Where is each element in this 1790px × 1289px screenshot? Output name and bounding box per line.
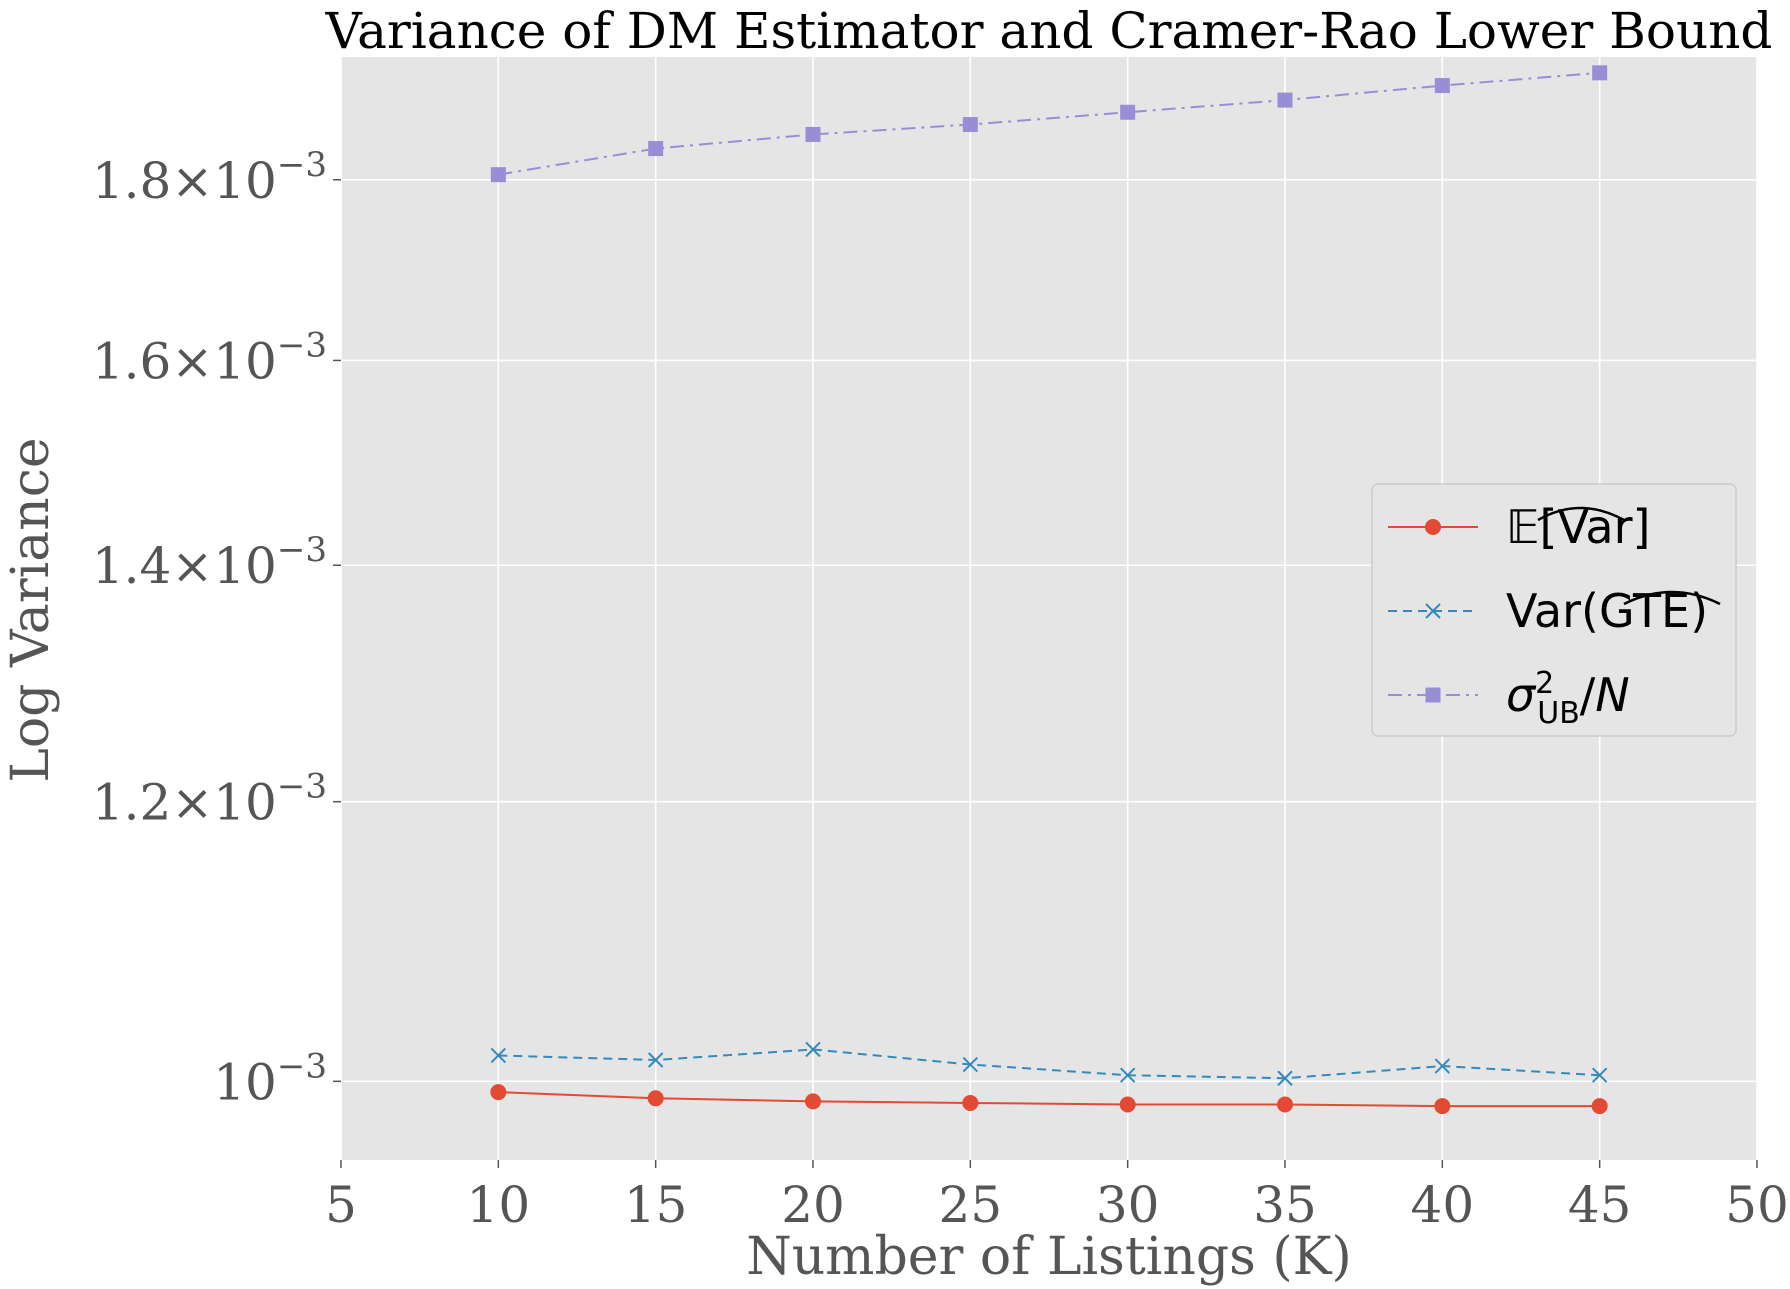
data-point [962, 1094, 979, 1111]
y-tick-label: 1.6×10−3 [92, 325, 327, 390]
x-tick-label: 50 [1725, 1176, 1789, 1234]
data-point [962, 1056, 979, 1073]
legend-entry-0: 𝔼[Var] [1388, 500, 1650, 554]
data-point [805, 1041, 821, 1058]
data-point [805, 126, 821, 142]
x-tick-label: 35 [1253, 1176, 1317, 1234]
legend-label: σ2 UB/N [1506, 666, 1630, 731]
legend-entry-1: Var(GTE) [1388, 584, 1721, 638]
data-point [1434, 1058, 1451, 1074]
y-tick-label: 1.4×10−3 [92, 530, 327, 595]
legend-entry-2: σ2 UB/N [1388, 666, 1630, 731]
y-axis-label: Log Variance [1, 437, 61, 782]
data-point [805, 1093, 821, 1110]
legend-marker [1425, 519, 1441, 535]
data-point [1277, 92, 1293, 108]
data-point [1591, 1098, 1608, 1115]
data-point [1434, 1098, 1451, 1115]
series-1 [490, 1041, 1608, 1086]
data-point [490, 167, 506, 183]
x-tick-label: 5 [325, 1176, 357, 1234]
y-tick-label: 10−3 [213, 1046, 327, 1111]
data-point [1277, 1096, 1293, 1113]
data-point [1277, 1070, 1293, 1086]
data-point [647, 1090, 664, 1107]
legend-box [1371, 483, 1737, 737]
series-2 [490, 65, 1608, 183]
data-point [1434, 78, 1450, 94]
series-line [498, 71, 1600, 176]
legend-marker [1425, 603, 1441, 619]
x-tick-label: 20 [781, 1176, 845, 1234]
series-layer [490, 65, 1608, 1115]
x-tick-label: 10 [467, 1176, 531, 1234]
y-tick-label: 1.2×10−3 [92, 767, 327, 832]
legend-marker [1425, 687, 1441, 703]
data-point [1120, 104, 1136, 120]
y-tick-label: 1.8×10−3 [92, 145, 327, 210]
legend: 𝔼[Var] Var(GTE) σ2 UB/N [1371, 483, 1737, 737]
series-line [498, 1091, 1600, 1108]
x-tick-label: 40 [1411, 1176, 1475, 1234]
x-tick-label: 30 [1096, 1176, 1160, 1234]
x-tick-label: 45 [1568, 1176, 1632, 1234]
x-axis-label: Number of Listings (K) [746, 1227, 1352, 1287]
data-point [490, 1047, 507, 1064]
series-line [498, 1048, 1600, 1080]
data-point [490, 1084, 507, 1101]
x-tick-labels: 5 10 15 20 25 30 35 40 45 50 [325, 1160, 1789, 1234]
y-tick-labels: 10−3 1.2×10−3 1.4×10−3 1.6×10−3 1.8×10−3 [92, 145, 341, 1111]
data-point [1592, 65, 1608, 81]
data-point [1119, 1067, 1136, 1083]
x-tick-label: 25 [939, 1176, 1003, 1234]
series-0 [490, 1084, 1608, 1115]
data-point [1591, 1067, 1608, 1083]
data-point [647, 1052, 664, 1068]
data-point [648, 141, 664, 157]
data-point [962, 117, 978, 133]
x-tick-label: 15 [624, 1176, 688, 1234]
data-point [1119, 1096, 1136, 1113]
grid [340, 57, 1758, 1160]
chart-title: Variance of DM Estimator and Cramer-Rao … [325, 2, 1773, 60]
